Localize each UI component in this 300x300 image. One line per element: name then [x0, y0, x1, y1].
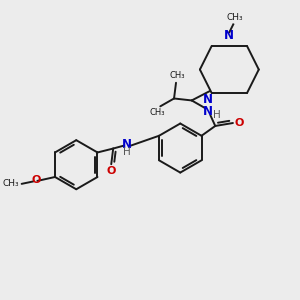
Text: CH₃: CH₃	[227, 13, 244, 22]
Text: N: N	[122, 138, 132, 151]
Text: N: N	[202, 105, 212, 118]
Text: CH₃: CH₃	[169, 71, 185, 80]
Text: CH₃: CH₃	[2, 179, 19, 188]
Text: H: H	[213, 110, 221, 120]
Text: O: O	[106, 166, 116, 176]
Text: N: N	[203, 94, 213, 106]
Text: CH₃: CH₃	[150, 108, 165, 117]
Text: N: N	[224, 29, 234, 42]
Text: O: O	[32, 176, 41, 185]
Text: O: O	[234, 118, 244, 128]
Text: H: H	[123, 148, 131, 158]
